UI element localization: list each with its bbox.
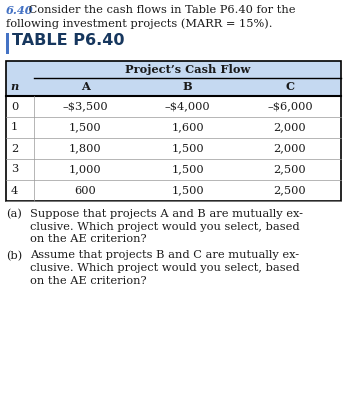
Text: A: A <box>81 81 90 92</box>
Text: 1,500: 1,500 <box>171 164 204 175</box>
Text: (b): (b) <box>6 250 22 261</box>
Text: 2,500: 2,500 <box>273 164 306 175</box>
Text: –$3,500: –$3,500 <box>62 102 108 111</box>
Text: 6.40: 6.40 <box>6 5 34 16</box>
FancyBboxPatch shape <box>6 61 341 78</box>
Text: 2,000: 2,000 <box>273 122 306 132</box>
Text: 3: 3 <box>11 164 18 175</box>
Text: Consider the cash flows in Table P6.40 for the: Consider the cash flows in Table P6.40 f… <box>25 5 296 15</box>
Text: 1,800: 1,800 <box>69 143 101 153</box>
Text: –$6,000: –$6,000 <box>267 102 313 111</box>
Text: 2,500: 2,500 <box>273 185 306 196</box>
Text: clusive. Which project would you select, based: clusive. Which project would you select,… <box>30 263 299 273</box>
Text: 0: 0 <box>11 102 18 111</box>
Text: –$4,000: –$4,000 <box>165 102 210 111</box>
FancyBboxPatch shape <box>6 159 341 180</box>
Text: (a): (a) <box>6 209 22 219</box>
Text: 1,500: 1,500 <box>171 143 204 153</box>
Text: 1: 1 <box>11 122 18 132</box>
Text: 600: 600 <box>74 185 96 196</box>
Text: Assume that projects B and C are mutually ex-: Assume that projects B and C are mutuall… <box>30 250 299 261</box>
Text: Suppose that projects A and B are mutually ex-: Suppose that projects A and B are mutual… <box>30 209 303 219</box>
FancyBboxPatch shape <box>6 96 341 117</box>
Text: 1,600: 1,600 <box>171 122 204 132</box>
Text: 1,500: 1,500 <box>171 185 204 196</box>
Text: 4: 4 <box>11 185 18 196</box>
FancyBboxPatch shape <box>6 33 9 54</box>
Text: on the AE criterion?: on the AE criterion? <box>30 234 147 244</box>
FancyBboxPatch shape <box>6 180 341 201</box>
Text: 1,000: 1,000 <box>69 164 101 175</box>
Text: 1,500: 1,500 <box>69 122 101 132</box>
Text: clusive. Which project would you select, based: clusive. Which project would you select,… <box>30 222 299 231</box>
Text: B: B <box>183 81 192 92</box>
FancyBboxPatch shape <box>6 78 341 96</box>
Text: following investment projects (MARR = 15%).: following investment projects (MARR = 15… <box>6 18 272 28</box>
Text: 2,000: 2,000 <box>273 143 306 153</box>
FancyBboxPatch shape <box>6 117 341 138</box>
Text: 2: 2 <box>11 143 18 153</box>
FancyBboxPatch shape <box>6 61 341 201</box>
Text: on the AE criterion?: on the AE criterion? <box>30 275 147 286</box>
Text: C: C <box>285 81 294 92</box>
Text: Project’s Cash Flow: Project’s Cash Flow <box>125 64 250 75</box>
FancyBboxPatch shape <box>6 138 341 159</box>
Text: TABLE P6.40: TABLE P6.40 <box>12 33 125 48</box>
Text: n: n <box>10 81 18 92</box>
